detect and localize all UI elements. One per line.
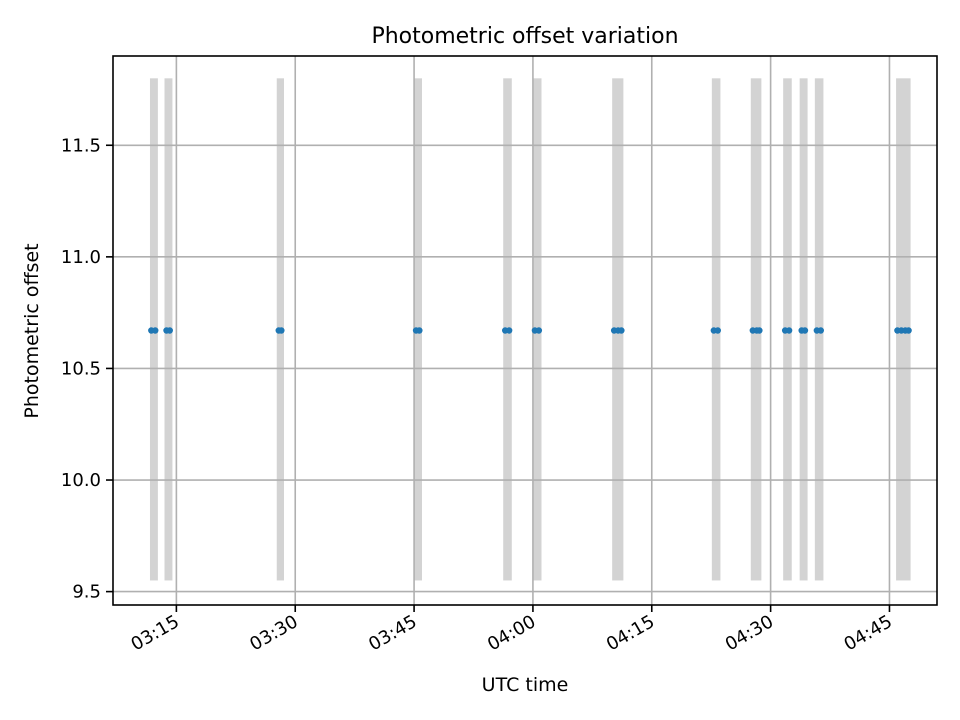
point-16 — [714, 327, 721, 334]
y-tick-label-4: 11.5 — [61, 135, 101, 156]
x-tick-label-2: 03:45 — [365, 611, 420, 655]
y-axis-label: Photometric offset — [21, 243, 43, 418]
point-7 — [416, 327, 423, 334]
x-tick-label-5: 04:30 — [722, 611, 777, 655]
point-14 — [618, 327, 625, 334]
point-3 — [166, 327, 173, 334]
point-23 — [801, 327, 809, 334]
y-tick-label-3: 11.0 — [61, 247, 101, 268]
x-tick-label-1: 03:30 — [246, 611, 301, 655]
x-tick-label-3: 04:00 — [484, 611, 539, 655]
point-1 — [152, 327, 159, 334]
point-21 — [785, 327, 793, 334]
point-5 — [278, 327, 285, 334]
exposure-bands — [149, 78, 911, 581]
y-tick-label-1: 10.0 — [61, 470, 101, 491]
y-tick-label-2: 10.5 — [61, 358, 101, 379]
x-tick-label-6: 04:45 — [841, 611, 896, 655]
y-tick-label-0: 9.5 — [72, 582, 101, 603]
point-25 — [817, 327, 824, 334]
x-tick-label-0: 03:15 — [127, 611, 182, 655]
data-points — [148, 327, 912, 334]
x-axis-label: UTC time — [482, 674, 569, 696]
point-19 — [756, 327, 763, 334]
chart-title: Photometric offset variation — [371, 24, 678, 49]
gridlines — [113, 56, 937, 605]
x-tick-label-4: 04:15 — [603, 611, 658, 655]
plot-frame — [112, 55, 938, 606]
point-29 — [905, 327, 912, 334]
point-11 — [535, 327, 543, 334]
point-9 — [505, 327, 513, 334]
